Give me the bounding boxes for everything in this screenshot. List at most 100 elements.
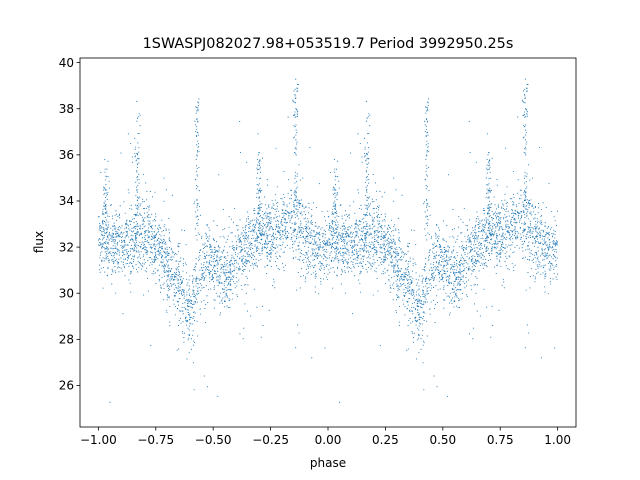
data-point: [314, 252, 317, 254]
data-point: [407, 348, 409, 350]
data-point: [405, 269, 407, 271]
data-point: [152, 237, 154, 239]
data-point: [516, 221, 518, 223]
data-point: [338, 251, 340, 253]
data-point: [173, 291, 175, 293]
data-point: [195, 295, 197, 297]
data-point: [383, 218, 385, 220]
data-point: [459, 263, 461, 266]
data-point: [538, 264, 540, 266]
data-point: [286, 206, 288, 208]
data-point: [438, 244, 440, 246]
data-point: [371, 265, 373, 267]
data-point: [114, 239, 116, 241]
data-point: [154, 191, 156, 193]
data-point: [338, 262, 340, 264]
data-point: [424, 280, 426, 282]
data-point: [126, 253, 128, 255]
data-point: [415, 324, 417, 326]
data-point: [400, 249, 402, 251]
data-point: [331, 211, 333, 213]
data-point: [504, 199, 506, 201]
data-point: [317, 252, 319, 254]
data-point: [269, 222, 271, 224]
data-point: [160, 256, 162, 259]
data-point: [535, 252, 537, 254]
data-point: [483, 209, 486, 212]
data-point: [394, 257, 396, 259]
data-point: [441, 249, 443, 251]
data-point: [177, 279, 179, 282]
data-point: [348, 226, 350, 228]
data-point: [249, 220, 251, 222]
data-point: [470, 260, 472, 262]
data-point: [298, 218, 300, 220]
data-point: [114, 266, 116, 268]
data-point: [115, 219, 117, 221]
data-point: [420, 338, 422, 340]
data-point: [101, 261, 103, 263]
data-point: [324, 250, 326, 253]
data-point: [162, 230, 165, 232]
data-point: [536, 238, 539, 240]
data-point: [208, 235, 210, 237]
data-point: [380, 251, 382, 253]
data-point: [543, 238, 545, 240]
data-point: [480, 253, 482, 255]
data-point: [349, 244, 352, 246]
data-point: [487, 260, 489, 262]
data-point: [438, 262, 440, 264]
data-point: [437, 289, 439, 291]
data-point: [281, 218, 283, 220]
data-point: [513, 221, 515, 223]
data-point: [261, 305, 264, 307]
data-point: [496, 255, 498, 257]
data-point: [126, 219, 128, 221]
data-point: [235, 277, 237, 279]
data-point: [511, 198, 513, 200]
data-point: [160, 253, 162, 255]
data-point: [256, 266, 259, 268]
data-point: [445, 241, 447, 243]
data-point: [317, 237, 319, 239]
data-point: [137, 245, 140, 247]
data-point: [211, 249, 213, 251]
data-point: [368, 196, 370, 198]
data-point: [179, 273, 181, 275]
data-point: [455, 272, 457, 274]
data-point: [399, 282, 401, 285]
data-point: [276, 186, 278, 188]
data-point: [496, 234, 498, 236]
data-point: [344, 270, 346, 272]
data-point: [435, 275, 437, 277]
data-point: [340, 259, 342, 261]
data-point: [285, 236, 287, 238]
data-point: [326, 263, 328, 266]
data-point: [354, 258, 356, 260]
data-point: [342, 255, 344, 257]
data-point: [311, 248, 313, 250]
data-point: [225, 272, 227, 274]
data-point: [446, 279, 448, 281]
data-point: [318, 255, 320, 257]
data-point: [396, 274, 398, 276]
data-point: [493, 246, 495, 248]
data-point: [242, 249, 244, 251]
data-point: [472, 263, 474, 265]
data-point: [318, 262, 320, 265]
data-point: [225, 280, 227, 282]
data-point: [384, 258, 386, 260]
data-point: [325, 276, 327, 278]
data-point: [208, 227, 210, 229]
data-point: [546, 233, 548, 235]
data-point: [274, 252, 277, 254]
data-point: [331, 239, 333, 241]
data-point: [196, 276, 198, 278]
data-point: [500, 220, 502, 222]
data-point: [227, 255, 229, 257]
data-point: [367, 261, 369, 263]
data-point: [148, 207, 150, 209]
data-point: [424, 302, 426, 304]
data-point: [407, 290, 410, 292]
